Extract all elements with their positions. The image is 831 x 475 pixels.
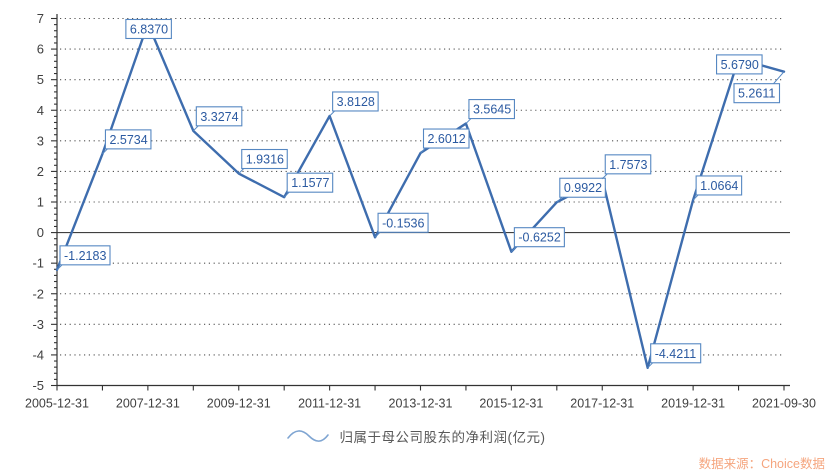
leader-line <box>773 71 785 85</box>
data-label-text: -1.2183 <box>64 249 106 263</box>
data-label-box <box>104 129 152 150</box>
x-tick-label: 2011-12-31 <box>298 397 361 411</box>
y-tick-label: 5 <box>37 72 44 87</box>
x-tick-label: 2019-12-31 <box>661 397 725 411</box>
legend[interactable]: 归属于母公司股东的净利润(亿元) <box>0 426 831 446</box>
y-tick-label: 2 <box>37 164 44 179</box>
data-label-text: 2.6012 <box>428 132 466 146</box>
data-label-box <box>513 227 565 248</box>
data-label-box <box>241 148 288 170</box>
data-label-text: -4.4211 <box>655 347 697 361</box>
y-tick-label: 6 <box>37 42 44 57</box>
leader-line <box>102 148 108 155</box>
y-tick-label: 3 <box>37 133 44 148</box>
leader-line <box>283 191 290 198</box>
data-label-box <box>422 128 470 149</box>
leader-line <box>329 110 335 117</box>
x-tick-label: 2013-12-31 <box>389 397 453 411</box>
data-label-text: 0.9922 <box>564 181 602 195</box>
y-tick-label: -4 <box>32 347 44 362</box>
data-label-text: 1.0664 <box>700 179 738 193</box>
leader-line <box>647 362 654 369</box>
leader-line <box>556 196 563 203</box>
data-label-box <box>604 154 652 175</box>
data-label-box <box>286 172 334 193</box>
leader-line <box>374 231 381 238</box>
data-label-box <box>650 343 702 364</box>
leader-line <box>192 125 199 132</box>
data-label-text: -0.6252 <box>518 231 560 245</box>
data-label-box <box>195 106 243 127</box>
x-tick-label: 2015-12-31 <box>479 397 543 411</box>
leader-line <box>238 168 245 174</box>
data-label-text: 3.3274 <box>200 110 238 124</box>
data-label-box <box>377 212 429 233</box>
leader-line <box>465 118 472 124</box>
y-tick-label: 7 <box>37 11 44 26</box>
leader-line <box>601 173 608 180</box>
data-label-box <box>59 245 111 266</box>
data-label-box <box>695 175 743 196</box>
wave-line-icon <box>286 430 329 442</box>
x-tick-label: 2017-12-31 <box>570 397 634 411</box>
x-tick-label: 2009-12-31 <box>207 397 271 411</box>
y-tick-label: -5 <box>32 378 44 393</box>
series-line[interactable] <box>55 22 786 369</box>
leader-line <box>56 264 63 271</box>
leader-line <box>692 194 699 201</box>
data-label-text: 3.5645 <box>473 103 511 117</box>
data-label-box <box>716 54 763 75</box>
legend-label: 归属于母公司股东的净利润(亿元) <box>339 430 546 445</box>
data-label-box <box>559 177 606 198</box>
data-label-text: 5.2611 <box>738 87 775 101</box>
leader-line <box>511 246 517 253</box>
y-tick-label: 4 <box>37 103 44 118</box>
data-label-text: 1.1577 <box>291 176 329 190</box>
y-tick-label: -3 <box>32 317 44 332</box>
data-label-text: 1.7573 <box>609 158 647 172</box>
y-tick-label: 0 <box>37 225 44 240</box>
x-tick-label: 2007-12-31 <box>116 397 180 411</box>
data-label-text: 2.5734 <box>109 133 147 147</box>
data-label-text: 6.8370 <box>130 22 168 36</box>
y-tick-label: -1 <box>32 256 44 271</box>
data-source-note: 数据来源：Choice数据 <box>698 457 825 471</box>
data-label-text: -0.1536 <box>382 216 424 230</box>
data-label-box <box>733 83 781 104</box>
x-tick-label: 2005-12-31 <box>25 397 89 411</box>
data-label-box <box>468 99 515 120</box>
y-tick-label: -2 <box>32 286 44 301</box>
leader-line <box>420 147 426 154</box>
data-label-text: 3.8128 <box>337 95 375 109</box>
data-label-box <box>125 18 172 40</box>
data-label-text: 1.9316 <box>246 153 284 167</box>
x-tick-label: 2021-09-30 <box>752 397 816 411</box>
data-label-box <box>332 91 379 112</box>
y-tick-label: 1 <box>37 195 44 210</box>
data-label-text: 5.6790 <box>721 58 759 72</box>
